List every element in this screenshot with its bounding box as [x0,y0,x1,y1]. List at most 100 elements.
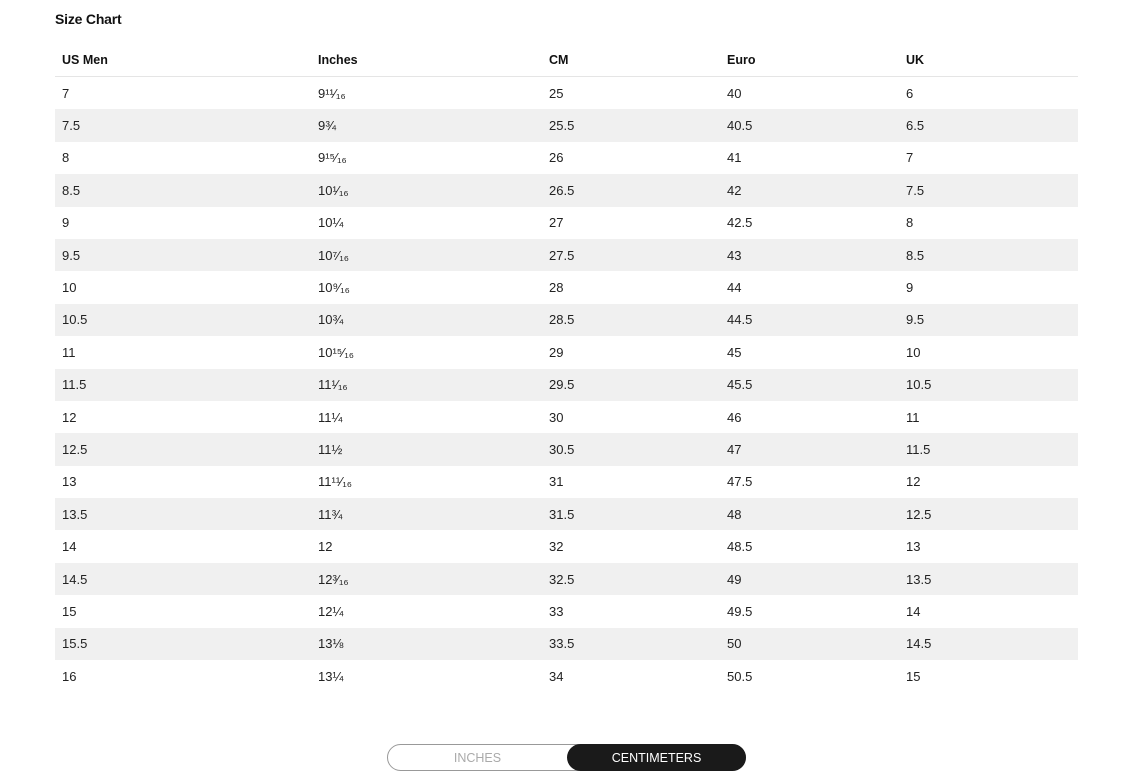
cell-us-men: 10.5 [55,303,311,337]
cell-inches: 9¹⁵⁄₁₆ [318,150,347,166]
cell-inches: 11¾ [311,498,542,531]
table-row: 10 10⁹⁄₁₆ 28 44 9 [55,271,1078,303]
cell-euro: 42.5 [727,215,753,231]
header-euro: Euro [720,44,899,77]
cell-cm: 25 [549,85,564,101]
header-inches: Inches [311,44,542,77]
cell-us-men: 15 [62,603,77,619]
cell-cm: 29 [549,344,564,360]
cell-euro: 50.5 [727,668,753,684]
cell-cm: 33.5 [542,627,720,661]
table-row: 8.5 10¹⁄₁₆ 26.5 42 7.5 [55,174,1078,207]
cell-euro: 44.5 [720,303,899,337]
toggle-inches[interactable]: INCHES [453,750,502,765]
cell-inches: 13⅛ [311,627,542,661]
cell-us-men: 14 [62,539,77,555]
cell-inches: 12¼ [318,603,344,619]
cell-inches: 11¹¹⁄₁₆ [318,474,352,490]
cell-uk: 13.5 [899,562,1078,596]
header-row: US Men Inches CM Euro UK [55,44,1078,77]
cell-us-men: 15.5 [55,627,311,661]
cell-cm: 27 [549,215,564,231]
cell-us-men: 10 [62,280,77,296]
cell-euro: 43 [720,238,899,272]
cell-us-men: 8 [62,150,70,166]
table-row: 13 11¹¹⁄₁₆ 31 47.5 12 [55,466,1078,498]
cell-us-men: 14.5 [55,562,311,596]
cell-us-men: 8.5 [55,174,311,207]
cell-uk: 10 [906,344,921,360]
cell-us-men: 9.5 [55,238,311,272]
cell-cm: 27.5 [542,238,720,272]
cell-uk: 14.5 [899,627,1078,661]
table-row: 13.5 11¾ 31.5 48 12.5 [55,498,1078,531]
cell-uk: 7 [906,150,914,166]
cell-inches: 10¹⁵⁄₁₆ [318,344,354,360]
cell-euro: 50 [720,627,899,661]
cell-us-men: 9 [62,215,70,231]
cell-uk: 10.5 [899,368,1078,401]
cell-uk: 12 [906,474,921,490]
cell-cm: 33 [549,603,564,619]
cell-uk: 12.5 [899,498,1078,531]
cell-inches: 9¹¹⁄₁₆ [318,85,346,101]
cell-cm: 30 [549,409,564,425]
cell-inches: 11¹⁄₁₆ [311,368,542,401]
cell-inches: 11½ [311,433,542,466]
cell-euro: 45.5 [720,368,899,401]
table-row: 8 9¹⁵⁄₁₆ 26 41 7 [55,142,1078,174]
cell-cm: 26.5 [542,174,720,207]
cell-inches: 10¼ [318,215,344,231]
cell-uk: 15 [906,668,921,684]
cell-inches: 11¼ [318,409,343,425]
cell-euro: 45 [727,344,742,360]
cell-us-men: 12 [62,409,77,425]
cell-us-men: 13 [62,474,77,490]
page-title: Size Chart [55,11,122,27]
cell-uk: 9.5 [899,303,1078,337]
table-row: 7 9¹¹⁄₁₆ 25 40 6 [55,77,1078,110]
cell-euro: 44 [727,280,742,296]
cell-euro: 49.5 [727,603,753,619]
unit-toggle[interactable]: INCHES CENTIMETERS [387,744,746,771]
cell-cm: 25.5 [542,109,720,142]
table-row: 15 12¼ 33 49.5 14 [55,595,1078,627]
cell-cm: 32.5 [542,562,720,596]
cell-uk: 8 [906,215,914,231]
table-row: 14.5 12³⁄₁₆ 32.5 49 13.5 [55,562,1078,596]
cell-cm: 28 [549,280,564,296]
table-row: 9.5 10⁷⁄₁₆ 27.5 43 8.5 [55,238,1078,272]
cell-inches: 13¼ [318,668,344,684]
cell-cm: 34 [549,668,564,684]
cell-us-men: 12.5 [55,433,311,466]
cell-inches: 10¹⁄₁₆ [311,174,542,207]
cell-uk: 8.5 [899,238,1078,272]
cell-euro: 40.5 [720,109,899,142]
cell-inches: 9¾ [311,109,542,142]
cell-cm: 29.5 [542,368,720,401]
cell-inches: 12 [318,539,333,555]
cell-us-men: 7 [62,85,70,101]
table-row: 15.5 13⅛ 33.5 50 14.5 [55,627,1078,661]
cell-euro: 49 [720,562,899,596]
cell-cm: 31.5 [542,498,720,531]
cell-euro: 48.5 [727,539,753,555]
cell-us-men: 13.5 [55,498,311,531]
cell-cm: 31 [549,474,564,490]
cell-uk: 9 [906,280,914,296]
cell-cm: 30.5 [542,433,720,466]
table-row: 16 13¼ 34 50.5 15 [55,660,1078,692]
table-row: 10.5 10¾ 28.5 44.5 9.5 [55,303,1078,337]
cell-uk: 6 [906,85,914,101]
table-row: 9 10¼ 27 42.5 8 [55,207,1078,239]
header-cm: CM [542,44,720,77]
header-uk: UK [899,44,1078,77]
cell-inches: 10⁹⁄₁₆ [318,280,350,296]
cell-us-men: 16 [62,668,77,684]
cell-us-men: 11 [62,344,76,360]
cell-euro: 48 [720,498,899,531]
cell-us-men: 7.5 [55,109,311,142]
cell-euro: 46 [727,409,742,425]
toggle-centimeters[interactable]: CENTIMETERS [567,744,746,771]
table-row: 11 10¹⁵⁄₁₆ 29 45 10 [55,336,1078,368]
